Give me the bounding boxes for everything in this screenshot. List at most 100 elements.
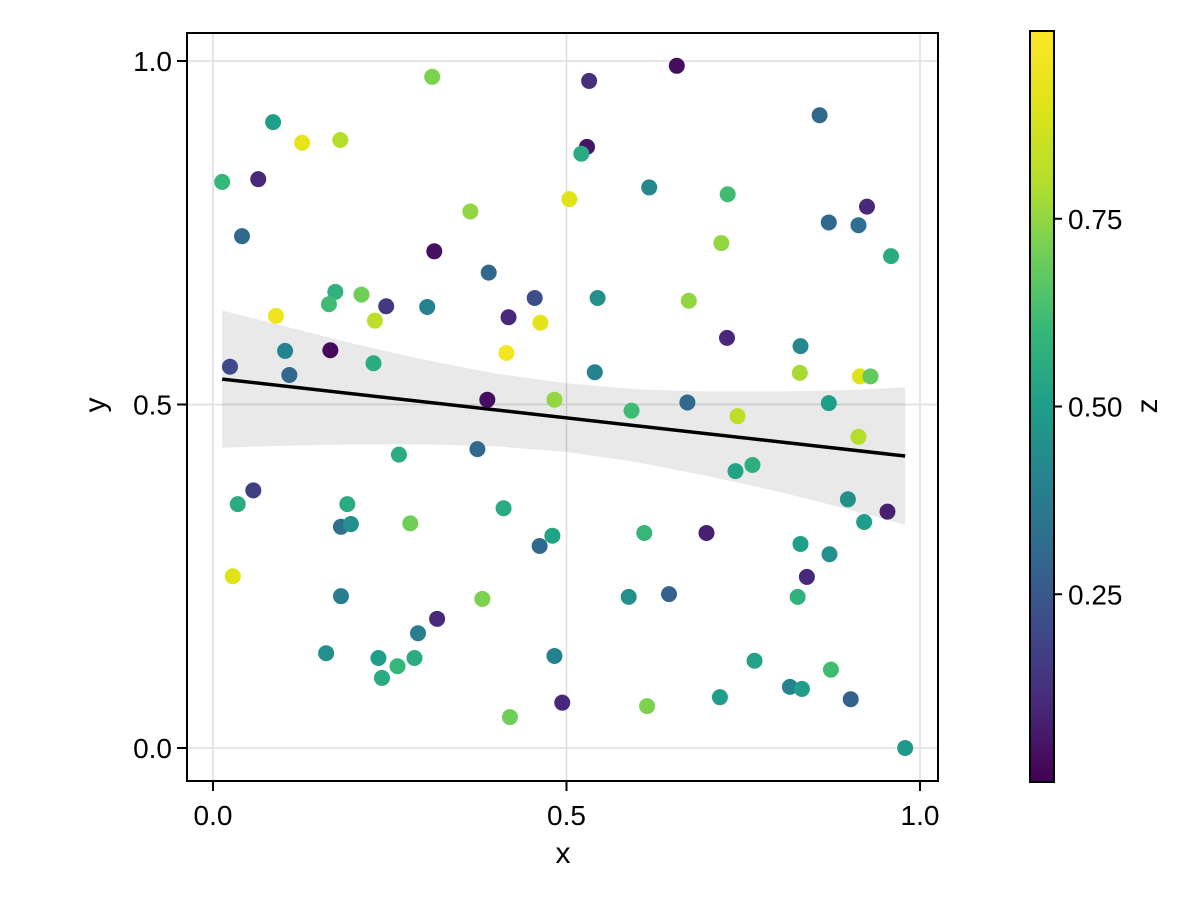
colorbar-gradient-bar <box>1029 30 1055 783</box>
scatter-point <box>798 568 815 585</box>
scatter-point <box>862 368 879 385</box>
scatter-point <box>820 395 837 412</box>
scatter-point <box>698 524 715 541</box>
y-tick-label: 0.0 <box>133 733 172 764</box>
scatter-point <box>339 496 356 513</box>
gridlines <box>187 33 938 781</box>
colorbar-tick-label: 0.50 <box>1068 392 1123 423</box>
scatter-point <box>793 680 810 697</box>
scatter-point <box>365 355 382 372</box>
scatter-point <box>390 446 407 463</box>
scatter-point <box>883 248 900 265</box>
scatter-point <box>719 186 736 203</box>
scatter-point <box>224 568 241 585</box>
colorbar-tick-label: 0.75 <box>1068 204 1123 235</box>
x-tick-label: 0.0 <box>194 800 233 831</box>
scatter-point <box>792 535 809 552</box>
scatter-point <box>424 68 441 85</box>
scatter-point <box>620 588 637 605</box>
scatter-point <box>546 647 563 664</box>
scatter-point <box>586 364 603 381</box>
colorbar-label: z <box>1131 399 1164 414</box>
scatter-point <box>229 496 246 513</box>
x-axis-label: x <box>556 837 571 870</box>
scatter-point <box>378 298 395 315</box>
scatter-point <box>711 689 728 706</box>
scatter-point <box>265 114 282 131</box>
scatter-point <box>789 588 806 605</box>
scatter-point <box>573 145 590 162</box>
scatter-point <box>718 329 735 346</box>
x-tick-label: 1.0 <box>901 800 940 831</box>
scatter-point <box>501 709 518 726</box>
scatter-point <box>850 217 867 234</box>
scatter-point <box>366 312 383 329</box>
colorbar: 0.25 0.50 0.75 <box>1029 30 1123 783</box>
scatter-point <box>897 740 914 756</box>
scatter-point <box>245 482 262 499</box>
scatter-point <box>791 364 808 381</box>
regression-line <box>221 377 906 458</box>
scatter-point <box>639 698 656 715</box>
scatter-point <box>729 408 746 425</box>
scatter-point <box>636 524 653 541</box>
scatter-point <box>746 652 763 669</box>
scatter-point <box>856 513 873 530</box>
scatter-point <box>858 198 875 215</box>
scatter-point <box>581 72 598 89</box>
scatter-point <box>532 314 549 331</box>
scatter-point <box>332 132 349 149</box>
scatter-point <box>589 290 606 307</box>
scatter-point <box>792 338 809 355</box>
scatter-point <box>713 235 730 252</box>
scatter-point <box>623 402 640 419</box>
scatter-point <box>495 500 512 517</box>
x-tick-label: 0.5 <box>547 800 586 831</box>
y-tick-label: 1.0 <box>133 46 172 77</box>
scatter-point <box>850 428 867 445</box>
axis-ticks: 0.0 0.5 1.0 0.0 0.5 1.0 <box>133 46 939 831</box>
scatter-point <box>781 678 798 695</box>
scatter-point <box>546 391 563 408</box>
scatter-point <box>277 342 294 359</box>
scatter-point <box>879 503 896 520</box>
scatter-point <box>822 661 839 678</box>
scatter-point <box>679 394 696 411</box>
scatter-point <box>406 650 423 667</box>
scatter-point <box>680 292 697 309</box>
colorbar-tick-label: 0.25 <box>1068 579 1123 610</box>
scatter-point <box>727 463 744 480</box>
scatter-point <box>318 645 335 662</box>
scatter-point <box>811 107 828 124</box>
scatter-point <box>389 658 406 675</box>
scatter-point <box>469 441 486 458</box>
scatter-point <box>531 538 548 555</box>
scatter-point <box>526 290 543 307</box>
scatter-points <box>214 57 914 756</box>
scatter-point <box>474 590 491 607</box>
scatter-point <box>839 491 856 508</box>
scatter-point <box>641 179 658 196</box>
scatter-point <box>426 243 443 260</box>
scatter-point <box>821 546 838 563</box>
scatter-point <box>250 171 267 188</box>
scatter-point <box>327 283 344 300</box>
scatter-point <box>410 625 427 642</box>
scatter-point <box>500 309 517 326</box>
scatter-point <box>353 286 370 303</box>
y-axis-label: y <box>79 398 112 413</box>
scatter-point <box>554 694 571 711</box>
scatter-point <box>332 588 349 605</box>
scatter-point <box>744 456 761 473</box>
scatter-point <box>661 586 678 603</box>
y-tick-label: 0.5 <box>133 390 172 421</box>
scatter-point <box>294 134 311 151</box>
scatter-point <box>281 366 298 383</box>
scatter-point <box>842 691 859 708</box>
fit-line <box>221 377 906 458</box>
scatter-point <box>429 610 446 627</box>
scatter-point <box>322 342 339 359</box>
axes-frame <box>186 32 939 782</box>
